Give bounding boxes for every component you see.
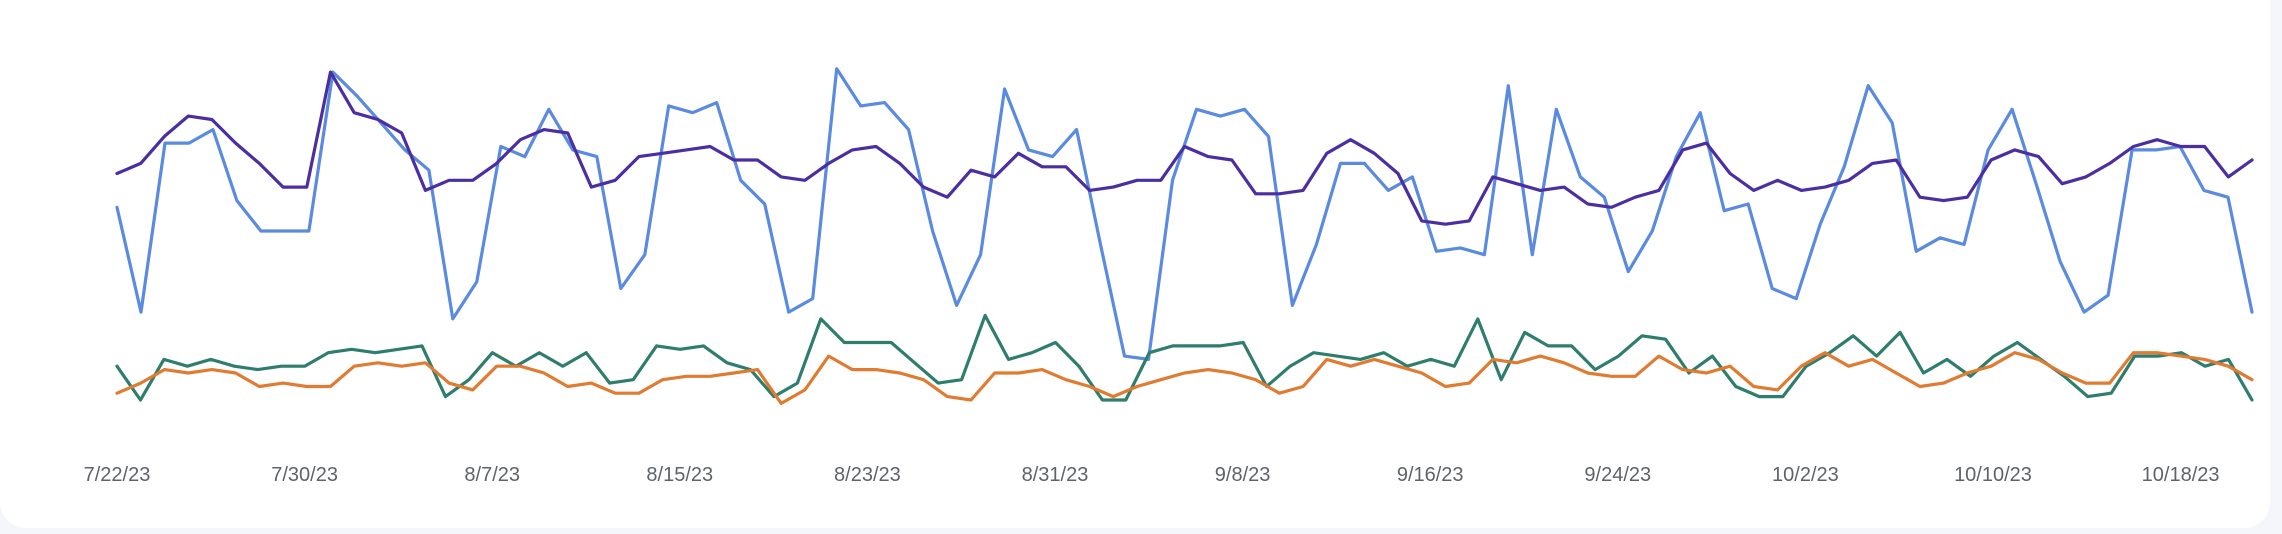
x-tick-label: 7/30/23 bbox=[271, 464, 338, 486]
series-line-2 bbox=[115, 70, 2254, 226]
x-tick-label: 10/18/23 bbox=[2142, 464, 2220, 486]
series-line-4 bbox=[115, 351, 2254, 405]
series-line-3 bbox=[115, 313, 2254, 402]
x-tick-label: 9/8/23 bbox=[1215, 464, 1271, 486]
x-tick-label: 8/31/23 bbox=[1022, 464, 1089, 486]
x-tick-label: 10/2/23 bbox=[1772, 464, 1839, 486]
x-tick-label: 8/23/23 bbox=[834, 464, 901, 486]
x-tick-label: 8/15/23 bbox=[646, 464, 713, 486]
x-tick-label: 9/24/23 bbox=[1584, 464, 1651, 486]
x-tick-label: 7/22/23 bbox=[84, 464, 151, 486]
x-tick-label: 9/16/23 bbox=[1397, 464, 1464, 486]
x-tick-label: 8/7/23 bbox=[464, 464, 520, 486]
series-line-1 bbox=[115, 67, 2254, 361]
x-tick-label: 10/10/23 bbox=[1954, 464, 2032, 486]
